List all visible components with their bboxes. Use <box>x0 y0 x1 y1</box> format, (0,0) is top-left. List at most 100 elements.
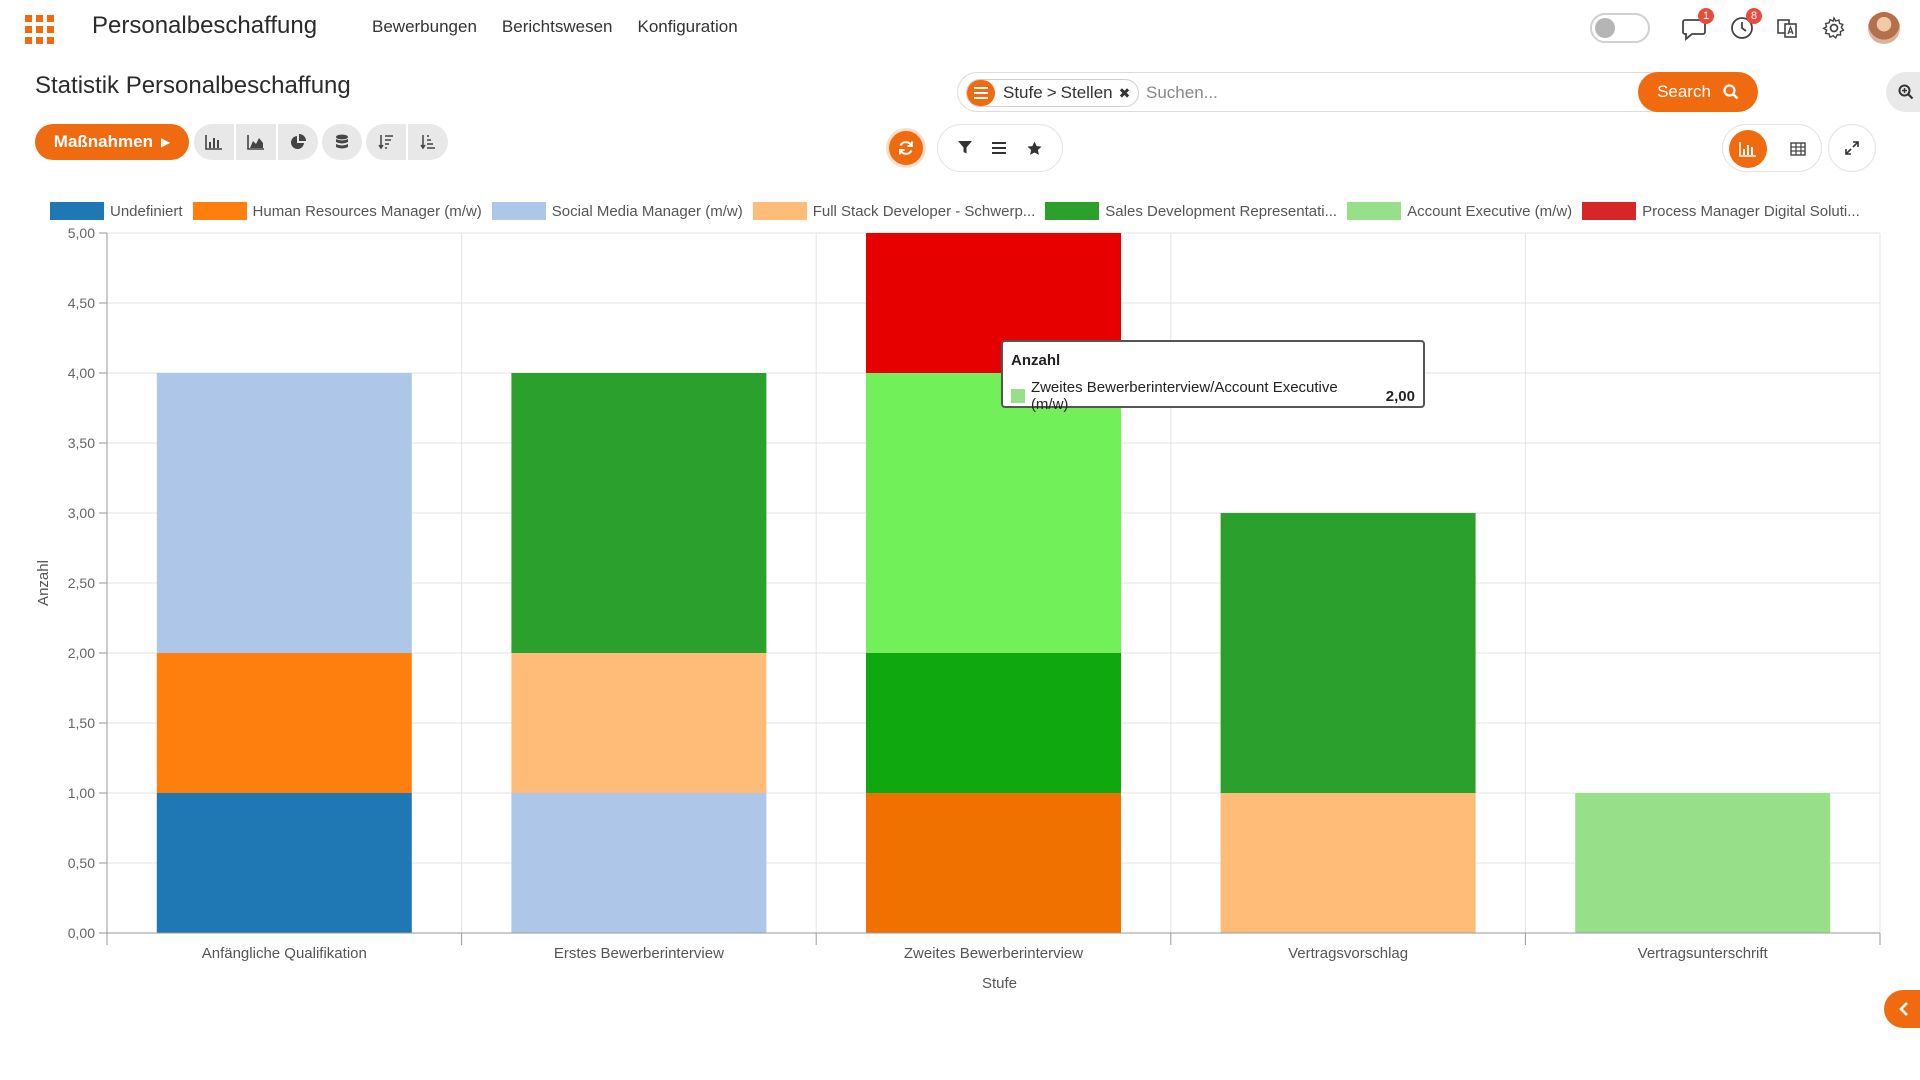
bar-chart-button[interactable] <box>194 124 234 160</box>
tooltip-title: Anzahl <box>1011 352 1061 369</box>
actions-button-label: Maßnahmen <box>53 132 153 151</box>
x-tick-label: Zweites Bewerberinterview <box>904 945 1083 962</box>
legend-item[interactable]: Process Manager Digital Soluti... <box>1582 202 1860 220</box>
pie-chart-button[interactable] <box>278 124 318 160</box>
search-button[interactable]: Search <box>1638 72 1758 112</box>
table-icon <box>1790 142 1806 156</box>
sort-descending-button[interactable] <box>366 124 406 160</box>
side-search-toggle[interactable] <box>1886 72 1920 112</box>
legend-item[interactable]: Undefiniert <box>50 202 183 220</box>
y-tick-label: 3,50 <box>68 435 95 451</box>
menu-item-berichtswesen[interactable]: Berichtswesen <box>501 17 613 36</box>
search-icon <box>1723 84 1739 100</box>
legend-label: Undefiniert <box>110 202 183 220</box>
sort-ascending-button[interactable] <box>408 124 448 160</box>
bar-segment <box>1220 513 1476 793</box>
fullscreen-button[interactable] <box>1828 124 1876 172</box>
bar-segment <box>866 373 1121 653</box>
legend-item[interactable]: Sales Development Representati... <box>1045 202 1337 220</box>
pivot-view-button[interactable] <box>1779 130 1817 168</box>
settings-gear-icon[interactable] <box>1818 12 1850 44</box>
facet-separator: > <box>1046 83 1057 102</box>
stacked-bar-chart: 0,00 0,50 1,00 1,50 2,00 2,50 3,00 3,50 4,00 4,50… <box>35 225 1881 992</box>
legend-swatch <box>1045 202 1100 220</box>
chart-tooltip: Anzahl Zweites Bewerberinterview/Account… <box>1001 340 1425 413</box>
chart-bars <box>156 233 1831 933</box>
legend-label: Social Media Manager (m/w) <box>551 202 743 220</box>
y-tick-label: 2,50 <box>68 575 95 591</box>
legend-swatch <box>752 202 807 220</box>
x-axis-title: Stufe <box>982 975 1017 992</box>
bar-segment <box>156 793 412 933</box>
tooltip-swatch <box>1011 389 1025 403</box>
menu-item-bewerbungen[interactable]: Bewerbungen <box>372 17 477 36</box>
y-tick-label: 4,50 <box>68 295 95 311</box>
activities-clock-icon[interactable]: 8 <box>1726 8 1762 44</box>
legend-item[interactable]: Social Media Manager (m/w) <box>491 202 743 220</box>
user-avatar[interactable] <box>1868 12 1900 44</box>
main-menu: Bewerbungen Berichtswesen Konfiguration <box>372 17 738 37</box>
top-navbar: Personalbeschaffung Bewerbungen Berichts… <box>0 0 1920 56</box>
bar-chart-icon <box>1739 142 1756 157</box>
app-title[interactable]: Personalbeschaffung <box>92 12 318 39</box>
legend-item[interactable]: Full Stack Developer - Schwerp... <box>752 202 1036 220</box>
actions-button[interactable]: Maßnahmen ▶ <box>35 124 189 160</box>
activities-badge: 8 <box>1746 8 1762 24</box>
refresh-button[interactable] <box>886 128 926 168</box>
group-by-facet[interactable]: Stufe > Stellen ✖ <box>966 79 1140 107</box>
chart-axes: 0,00 0,50 1,00 1,50 2,00 2,50 3,00 3,50 4,00 4,50… <box>35 225 1881 992</box>
x-tick-label: Vertragsunterschrift <box>1638 945 1769 962</box>
caret-right-icon: ▶ <box>160 135 171 149</box>
facet-remove-icon[interactable]: ✖ <box>1118 84 1131 101</box>
translate-icon[interactable] <box>1771 12 1803 44</box>
apps-menu-icon[interactable] <box>24 14 56 46</box>
area-chart-icon <box>247 135 264 150</box>
sort-descending-icon <box>378 135 393 150</box>
filter-icon[interactable] <box>958 141 973 155</box>
legend-item[interactable]: Human Resources Manager (m/w) <box>192 202 482 220</box>
tooltip-label: Zweites Bewerberinterview/Account Execut… <box>1030 379 1338 413</box>
x-tick-label: Vertragsvorschlag <box>1288 945 1408 962</box>
legend-item[interactable]: Account Executive (m/w) <box>1347 202 1572 220</box>
graph-view-button[interactable] <box>1729 130 1767 168</box>
dark-mode-toggle[interactable] <box>1590 13 1650 43</box>
stacked-button[interactable] <box>322 124 362 160</box>
bar-segment <box>1220 793 1476 933</box>
bar-segment <box>511 373 767 653</box>
legend-label: Full Stack Developer - Schwerp... <box>812 202 1036 220</box>
page-title: Statistik Personalbeschaffung <box>35 72 351 99</box>
y-tick-label: 0,00 <box>68 925 95 941</box>
facet-label: Stufe <box>1003 83 1043 102</box>
facet-value: Stellen <box>1060 83 1113 102</box>
x-tick-label: Erstes Bewerberinterview <box>554 945 724 962</box>
group-by-menu-icon[interactable] <box>992 142 1007 154</box>
y-tick-label: 1,50 <box>68 715 95 731</box>
legend-label: Sales Development Representati... <box>1105 202 1338 220</box>
favorites-star-icon[interactable] <box>1027 140 1042 156</box>
legend-swatch <box>192 202 247 220</box>
side-panel-toggle[interactable] <box>1884 990 1920 1028</box>
y-tick-label: 5,00 <box>68 225 95 241</box>
legend-swatch <box>1582 202 1637 220</box>
y-tick-label: 0,50 <box>68 855 95 871</box>
bar-segment <box>511 793 767 933</box>
bar-segment <box>156 653 412 793</box>
y-tick-label: 2,00 <box>68 645 95 661</box>
tooltip-value: 2,00 <box>1385 387 1415 405</box>
messages-badge: 1 <box>1698 8 1714 24</box>
legend-swatch <box>491 202 546 220</box>
search-input[interactable] <box>1146 81 1686 105</box>
bar-segment <box>1575 793 1831 933</box>
legend-label: Process Manager Digital Soluti... <box>1642 202 1860 220</box>
view-switcher <box>1722 124 1822 172</box>
line-chart-button[interactable] <box>236 124 276 160</box>
group-by-icon <box>967 80 995 106</box>
search-bar: Stufe > Stellen ✖ Search <box>957 72 1758 112</box>
menu-item-konfiguration[interactable]: Konfiguration <box>637 17 738 36</box>
bar-chart-icon <box>205 135 222 150</box>
chart-type-toolbar <box>194 124 448 160</box>
messages-icon[interactable]: 1 <box>1678 8 1714 44</box>
legend-label: Human Resources Manager (m/w) <box>252 202 482 220</box>
bar-segment <box>866 793 1121 933</box>
y-axis-title: Anzahl <box>35 560 52 606</box>
